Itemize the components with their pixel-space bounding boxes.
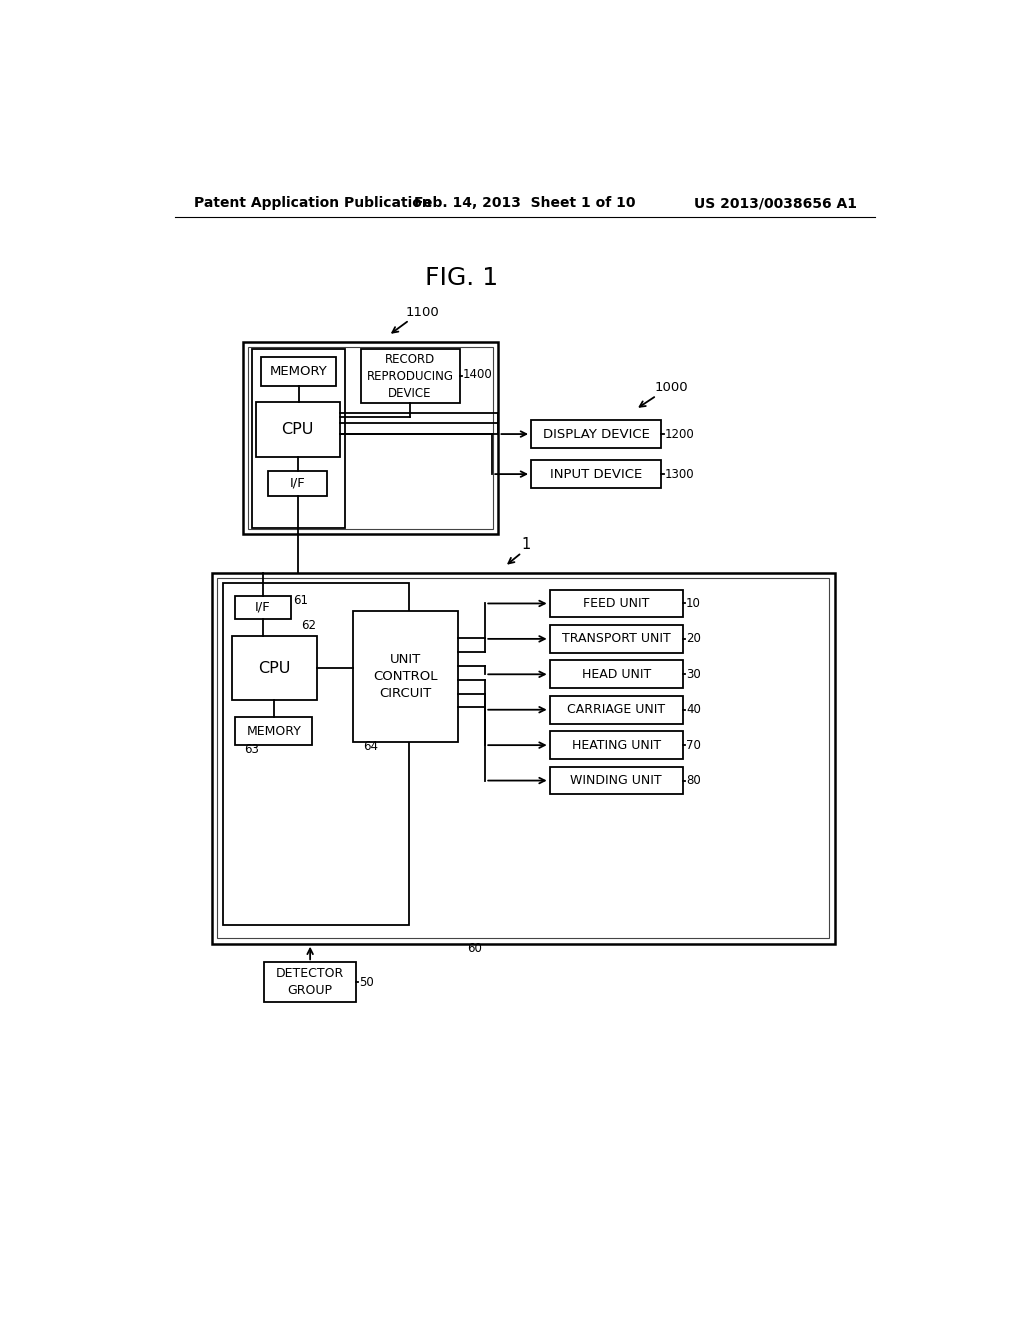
Text: US 2013/0038656 A1: US 2013/0038656 A1	[693, 197, 856, 210]
Text: HEAD UNIT: HEAD UNIT	[582, 668, 651, 681]
Text: 1300: 1300	[665, 467, 694, 480]
Text: I/F: I/F	[255, 601, 270, 614]
Bar	[234, 595, 291, 619]
Bar	[248, 347, 493, 529]
Text: CARRIAGE UNIT: CARRIAGE UNIT	[567, 704, 666, 717]
Bar	[550, 626, 683, 653]
Text: 62: 62	[301, 619, 315, 631]
Text: WINDING UNIT: WINDING UNIT	[570, 774, 663, 787]
Text: 1000: 1000	[655, 381, 688, 395]
Bar	[352, 611, 458, 742]
Bar	[264, 962, 356, 1002]
Bar	[261, 358, 336, 387]
Text: 63: 63	[245, 743, 259, 756]
Text: CPU: CPU	[282, 422, 314, 437]
Text: 1100: 1100	[406, 306, 439, 319]
Text: 70: 70	[686, 739, 700, 751]
Bar	[550, 767, 683, 795]
Text: MEMORY: MEMORY	[269, 366, 328, 379]
Text: 64: 64	[364, 741, 379, 754]
Bar	[231, 636, 317, 701]
Text: 61: 61	[293, 594, 308, 607]
Bar	[531, 461, 662, 488]
Text: 80: 80	[686, 774, 700, 787]
Bar	[234, 718, 312, 744]
Text: 50: 50	[359, 975, 374, 989]
Text: TRANSPORT UNIT: TRANSPORT UNIT	[562, 632, 671, 645]
Text: HEATING UNIT: HEATING UNIT	[571, 739, 660, 751]
Text: I/F: I/F	[290, 477, 305, 490]
Text: MEMORY: MEMORY	[246, 725, 301, 738]
Bar	[256, 401, 340, 457]
Text: 1200: 1200	[665, 428, 694, 441]
Bar	[360, 350, 460, 404]
Bar	[252, 350, 345, 528]
Text: INPUT DEVICE: INPUT DEVICE	[550, 467, 642, 480]
Bar	[550, 590, 683, 618]
Text: 1400: 1400	[463, 368, 493, 381]
Text: FIG. 1: FIG. 1	[425, 265, 498, 290]
Bar	[212, 573, 835, 944]
Text: 40: 40	[686, 704, 700, 717]
Text: Feb. 14, 2013  Sheet 1 of 10: Feb. 14, 2013 Sheet 1 of 10	[414, 197, 636, 210]
Text: CPU: CPU	[258, 660, 291, 676]
Bar	[550, 696, 683, 723]
Text: 60: 60	[467, 942, 482, 954]
Text: DETECTOR
GROUP: DETECTOR GROUP	[276, 968, 344, 998]
Bar	[222, 583, 409, 925]
Bar	[268, 471, 328, 496]
Text: 1: 1	[521, 537, 531, 553]
Text: RECORD
REPRODUCING
DEVICE: RECORD REPRODUCING DEVICE	[367, 352, 454, 400]
Bar	[243, 342, 499, 535]
Text: DISPLAY DEVICE: DISPLAY DEVICE	[543, 428, 649, 441]
Text: UNIT
CONTROL
CIRCUIT: UNIT CONTROL CIRCUIT	[373, 653, 437, 700]
Text: 20: 20	[686, 632, 700, 645]
Text: FEED UNIT: FEED UNIT	[583, 597, 649, 610]
Text: Patent Application Publication: Patent Application Publication	[194, 197, 432, 210]
Bar	[531, 420, 662, 447]
Text: 10: 10	[686, 597, 700, 610]
Text: 30: 30	[686, 668, 700, 681]
Bar	[550, 660, 683, 688]
Bar	[550, 731, 683, 759]
Bar	[217, 578, 829, 939]
